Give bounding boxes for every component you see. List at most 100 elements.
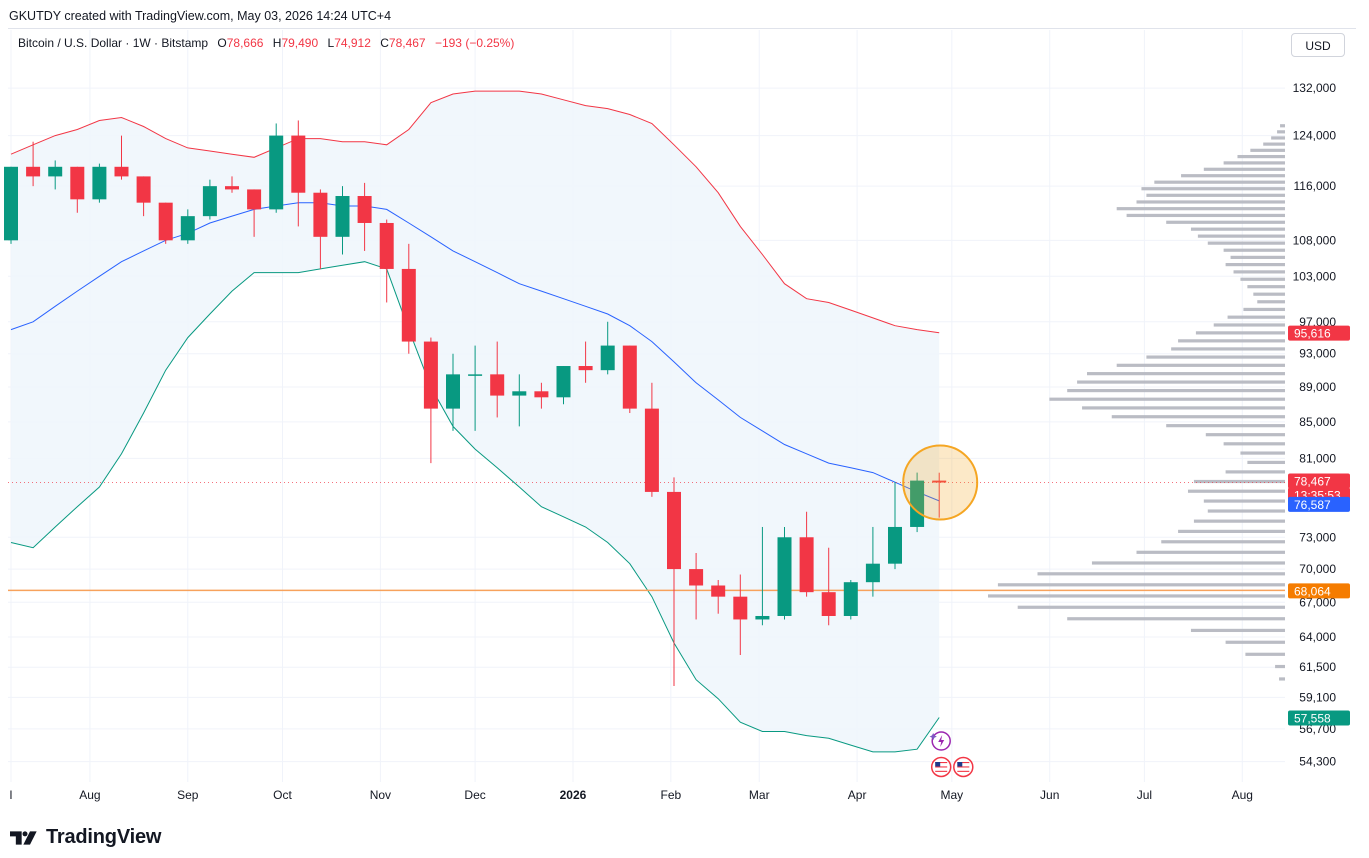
volume-profile-bar [1250,148,1285,152]
volume-profile-bar [1154,180,1285,184]
volume-profile-bar [1190,628,1285,633]
low-label: L [327,36,335,50]
volume-profile-bar [1243,307,1285,312]
candle-body [48,166,63,177]
volume-profile-bar [1207,509,1285,513]
volume-profile-bar [1275,664,1285,669]
candle-body [291,135,306,193]
y-tick-label: 85,000 [1299,415,1336,429]
volume-profile-bar [1126,213,1285,218]
price-label-bg [1288,496,1350,512]
y-tick-label: 59,100 [1299,690,1336,704]
candle-body [578,366,593,371]
sparkle-lightning-icon [929,731,951,751]
volume-profile-bar [1077,380,1285,384]
chart-pane[interactable] [8,28,1356,806]
y-tick-label: 108,000 [1293,233,1337,247]
price-label-bg [1288,583,1350,599]
volume-profile-bar [1146,355,1285,359]
price-label-last-price: 78,467 [1288,473,1350,489]
tradingview-brand[interactable]: TradingView [10,826,161,849]
candle-body [622,345,637,409]
candle-body [468,374,483,376]
candle-body [225,186,239,190]
y-tick-label: 70,000 [1299,562,1336,576]
volume-profile-bar [1187,489,1285,493]
flag-stripe [957,764,970,766]
x-tick-label: Feb [660,788,681,802]
volume-profile-bar [1049,397,1285,401]
flag-canton [957,762,963,767]
price-label-bg [1288,325,1350,341]
volume-profile-bar [1277,130,1285,134]
volume-profile-bar [1247,460,1285,465]
volume-profile-bar [1193,479,1285,484]
volume-profile-bar [1146,193,1285,197]
volume-profile-bar [1247,285,1285,289]
event-markers [929,731,974,778]
candle-body [755,615,770,620]
y-tick-label: 103,000 [1293,269,1337,283]
us-flag-icon [953,756,974,778]
volume-profile-bar [1171,347,1285,351]
x-tick-label: l [10,788,13,802]
volume-profile-bar [1245,652,1285,656]
volume-profile-bar [1263,142,1285,146]
candle-body [335,196,350,237]
candle-body [357,196,372,223]
candle-body [313,192,328,237]
candle-body [247,189,262,210]
volume-profile-bar [1203,499,1285,503]
y-tick-label: 116,000 [1294,179,1337,193]
candle-body [733,596,748,620]
volume-profile-bar [1193,519,1285,523]
volume-profile-bar [1223,161,1285,165]
price-label-horizontal-line: 68,064 [1288,583,1350,599]
candle-body [932,480,947,483]
low-value: 74,912 [334,36,371,50]
volume-profile-bar [1240,451,1285,455]
x-tick-label: Sep [177,788,199,802]
price-axis: 132,000 124,000 116,000 108,000 103,000 97,00… [1293,81,1337,768]
y-tick-label: 64,000 [1299,630,1336,644]
volume-profile-bar [997,583,1285,587]
price-label-lower-band: 57,558 [1288,710,1350,726]
price-label-text: 78,467 [1294,475,1331,489]
volume-profile-bar [1225,640,1285,644]
volume-profile-bar [1257,300,1285,304]
candle-body [269,135,284,210]
volume-profile-bar [1223,442,1285,446]
candle-body [401,268,416,342]
time-axis: l Aug Sep Oct Nov Dec 2026 Feb Mar Apr May Jun Jul Au… [10,788,1253,802]
volume-profile-bar [1203,167,1285,171]
x-tick-label: Aug [79,788,100,802]
high-label: H [272,36,282,50]
candle-body [136,176,151,203]
candle-body [70,166,85,200]
volume-profile-bar [1136,550,1285,554]
volume-profile-bar [1116,363,1285,367]
x-tick-label: Mar [749,788,770,802]
volume-profile-bar [1225,470,1285,474]
volume-profile-bar [1136,200,1285,204]
candle-body [490,374,505,396]
x-tick-label: Nov [370,788,391,802]
horizontal-line [8,482,1285,592]
highlight-circle [902,444,979,521]
highlight-circle [902,444,979,521]
currency-button[interactable]: USD [1291,33,1345,57]
volume-profile-bar [1197,234,1285,238]
flag-stripe [935,770,948,772]
candle-body [202,186,217,217]
candle-body [865,563,880,583]
y-tick-label: 89,000 [1299,380,1336,394]
price-label-text: 95,616 [1294,327,1331,341]
change-value: −193 (−0.25%) [434,36,515,50]
candle-body [26,166,41,177]
volume-profile-bar [1190,227,1285,231]
y-tick-label: 73,000 [1299,530,1336,544]
volume-profile-bar [1205,433,1285,437]
candle-body [910,480,925,527]
y-tick-label: 97,000 [1299,315,1336,329]
